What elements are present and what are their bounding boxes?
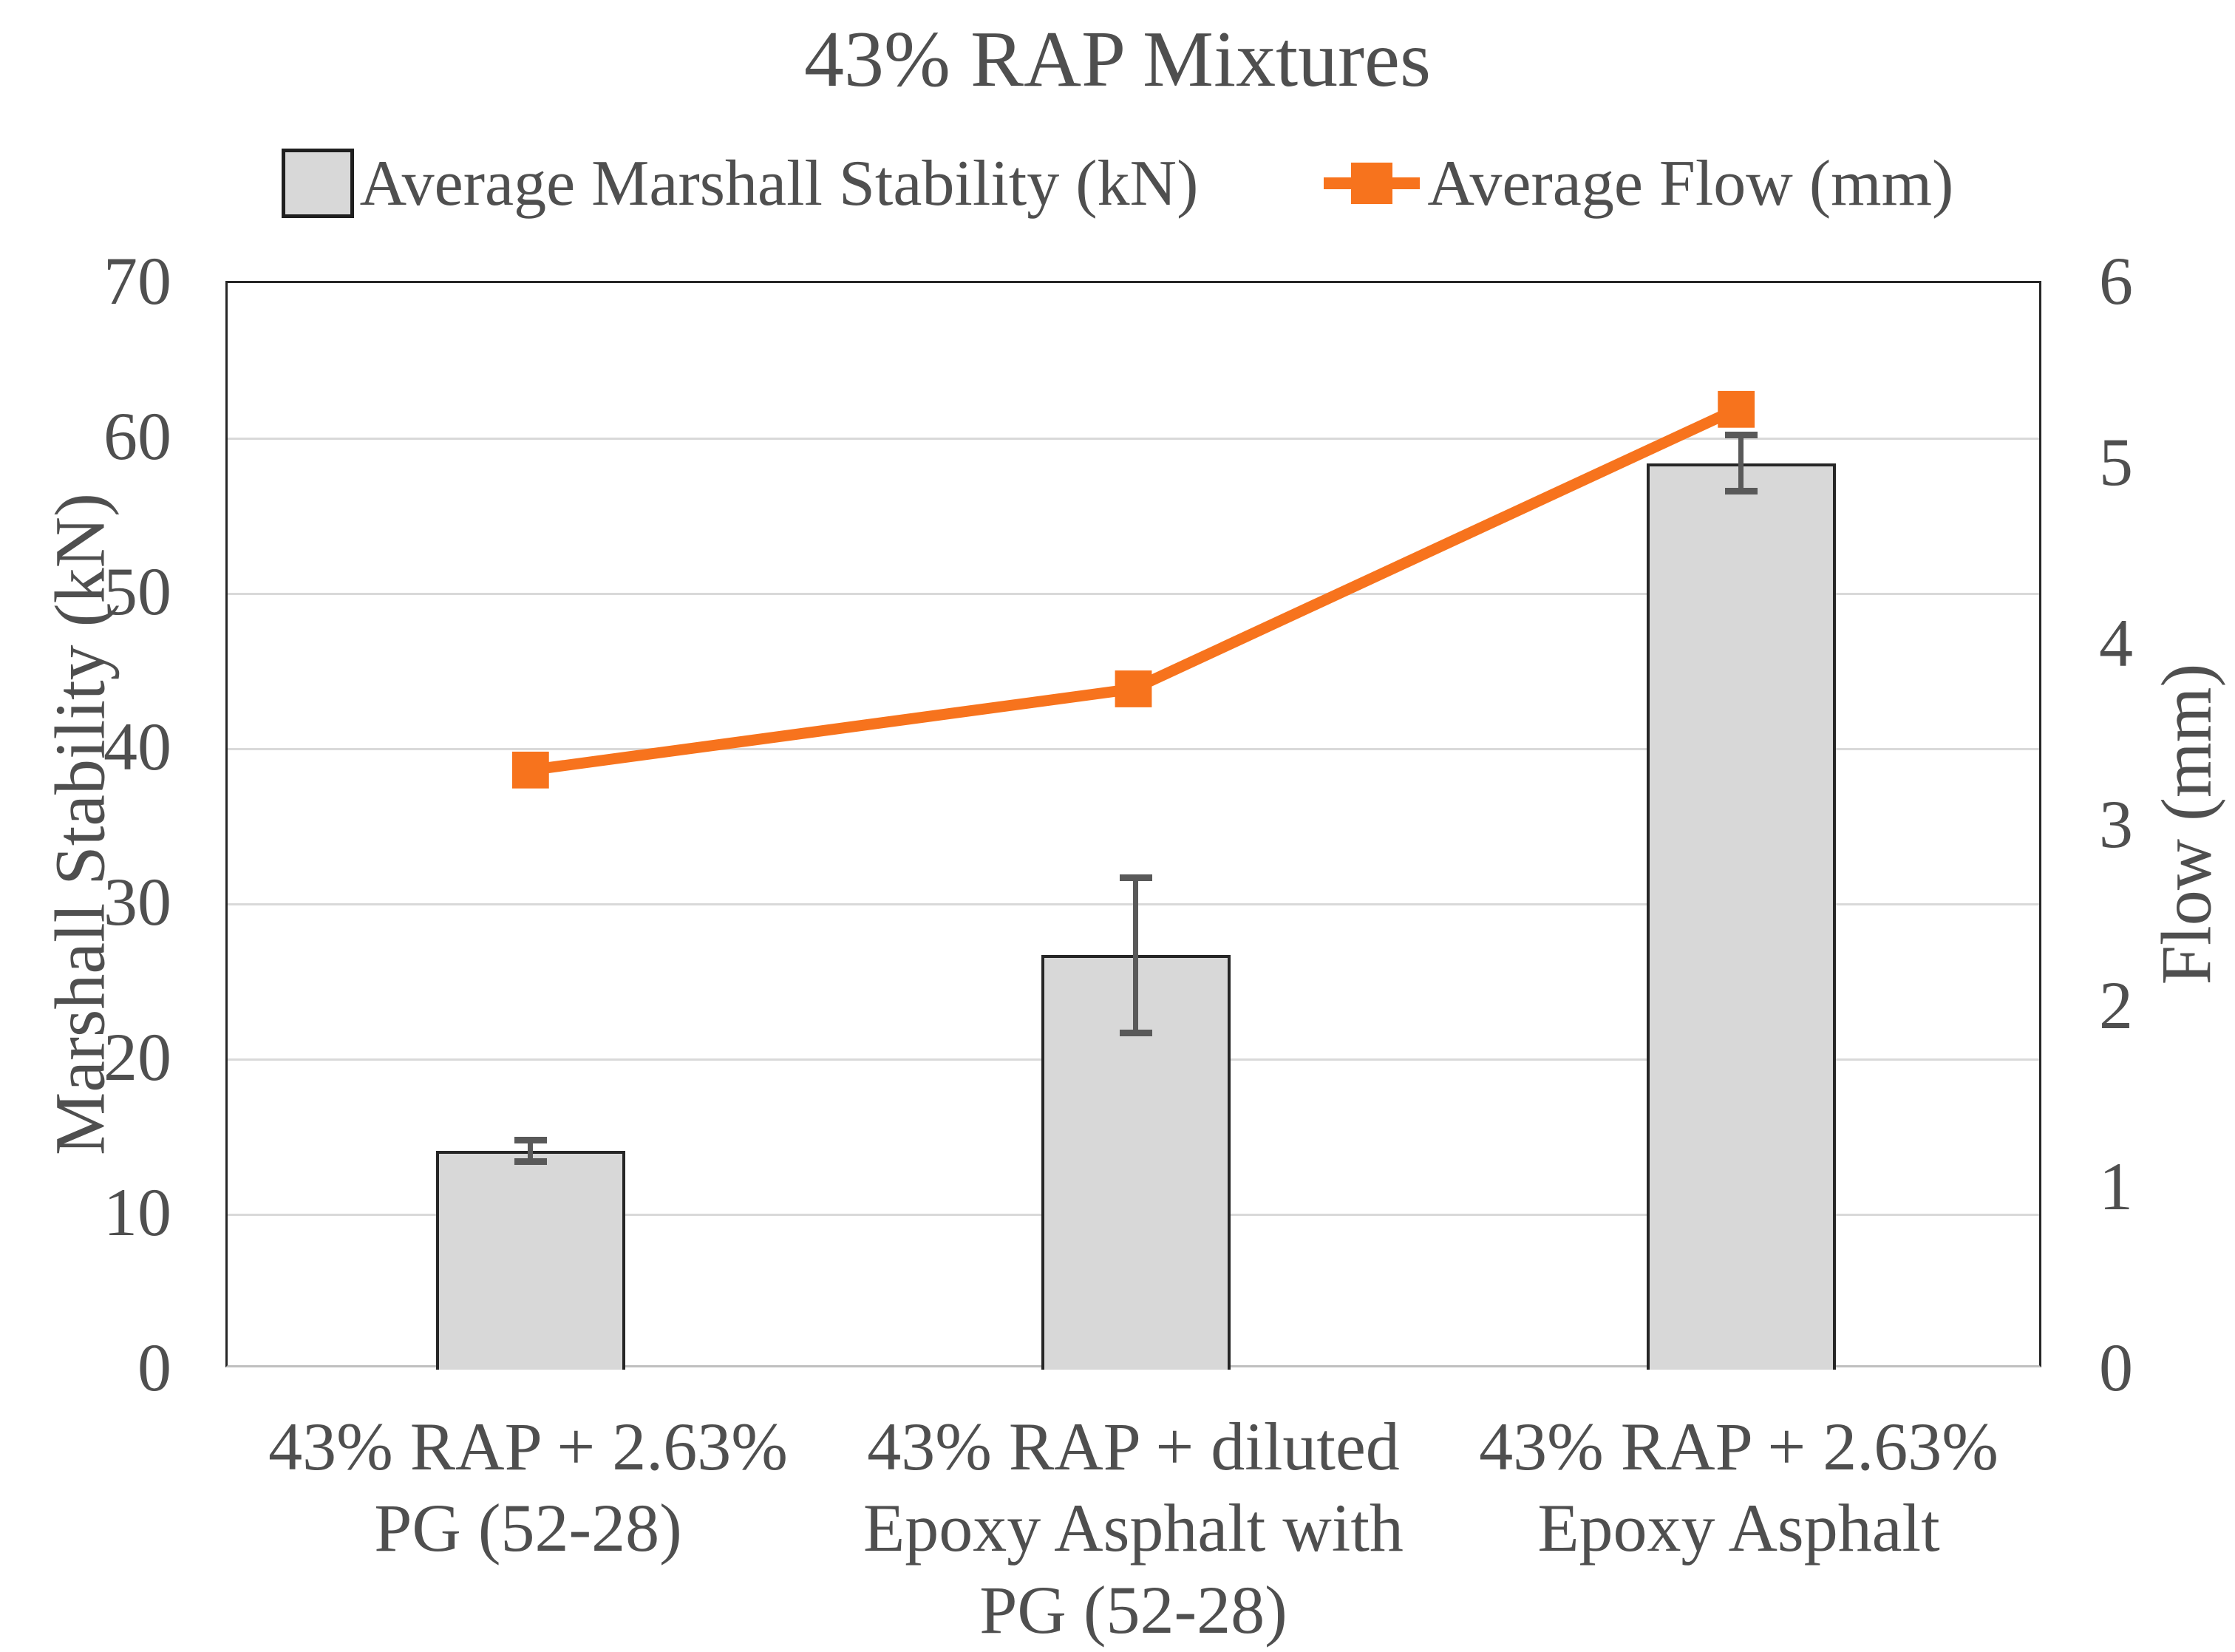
left-tick-label: 30 [103, 864, 171, 939]
flow-marker [1115, 670, 1152, 707]
right-tick-label: 1 [2099, 1149, 2133, 1224]
error-bar-stem [1133, 877, 1138, 1033]
line-marker-swatch-icon [1324, 152, 1421, 214]
legend-label-flow: Average Flow (mm) [1427, 147, 1954, 220]
error-bar-cap [1119, 1029, 1152, 1036]
stability-bar [1646, 463, 1836, 1370]
flow-line [529, 404, 1739, 776]
category-label: 43% RAP + diluted Epoxy Asphalt with PG … [863, 1409, 1404, 1648]
left-tick-label: 10 [103, 1175, 171, 1250]
flow-line-layer [511, 390, 1755, 789]
left-tick-label: 50 [103, 554, 171, 629]
gridline [228, 592, 2039, 595]
right-tick-label: 0 [2099, 1330, 2133, 1405]
category-label: 43% RAP + 2.63% Epoxy Asphalt [1479, 1409, 1998, 1566]
left-tick-label: 60 [103, 398, 171, 474]
right-tick-label: 2 [2099, 968, 2133, 1043]
error-bar-cap [1724, 487, 1758, 494]
legend-label-stability: Average Marshall Stability (kN) [359, 147, 1199, 220]
flow-marker [1718, 390, 1755, 428]
left-tick-label: 20 [103, 1019, 171, 1095]
error-bar-stem [1738, 435, 1744, 492]
error-bar-cap [1724, 432, 1758, 439]
gridline [228, 437, 2039, 440]
left-axis-tick-labels: 0 10 20 30 40 50 60 70 [0, 247, 171, 1401]
left-tick-label: 70 [103, 243, 171, 319]
legend-item-flow: Average Flow (mm) [1324, 146, 1953, 221]
category-label: 43% RAP + 2.63% PG (52-28) [268, 1409, 788, 1566]
chart-title: 43% RAP Mixtures [803, 16, 1432, 103]
error-bar-cap [1119, 874, 1152, 881]
error-bar-stem [528, 1140, 533, 1162]
error-bar-cap [514, 1136, 547, 1143]
right-tick-label: 5 [2099, 424, 2133, 500]
bar-swatch-icon [281, 149, 354, 218]
right-tick-label: 3 [2099, 786, 2133, 862]
error-bar-cap [514, 1158, 547, 1166]
right-tick-label: 6 [2099, 243, 2133, 319]
left-tick-label: 0 [137, 1330, 171, 1405]
flow-marker [511, 751, 549, 789]
plot-area [225, 281, 2041, 1370]
gridline [228, 747, 2039, 750]
legend-item-stability: Average Marshall Stability (kN) [281, 146, 1199, 221]
left-tick-label: 40 [103, 709, 171, 784]
right-tick-label: 4 [2099, 605, 2133, 681]
legend: Average Marshall Stability (kN) Average … [0, 139, 2235, 228]
category-axis-labels: 43% RAP + 2.63% PG (52-28) 43% RAP + dilu… [225, 1406, 2041, 1650]
